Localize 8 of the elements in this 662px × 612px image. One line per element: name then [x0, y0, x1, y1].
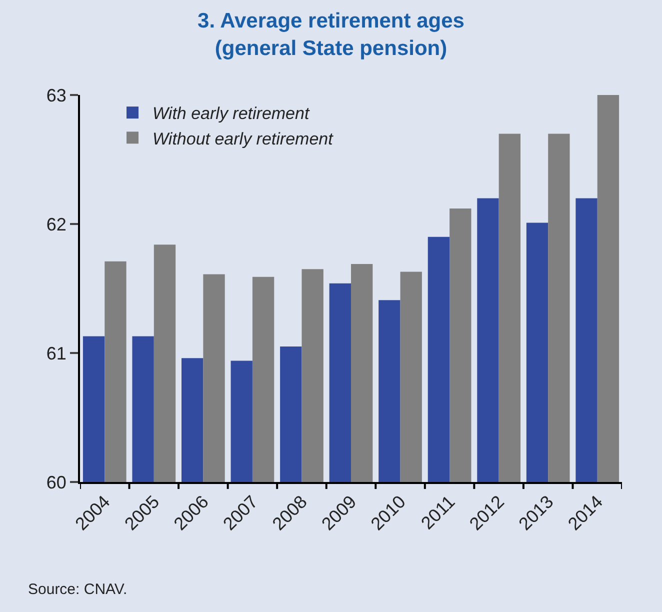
chart-title: 3. Average retirement ages (general State pension) [198, 10, 464, 60]
source-note: Source: CNAV. [28, 581, 128, 598]
legend-label: Without early retirement [152, 129, 334, 148]
y-tick-label: 60 [46, 472, 66, 492]
legend-label: With early retirement [152, 104, 310, 124]
y-tick-label: 62 [46, 214, 66, 234]
y-tick-label: 63 [46, 85, 66, 106]
y-tick-label: 61 [46, 343, 66, 364]
